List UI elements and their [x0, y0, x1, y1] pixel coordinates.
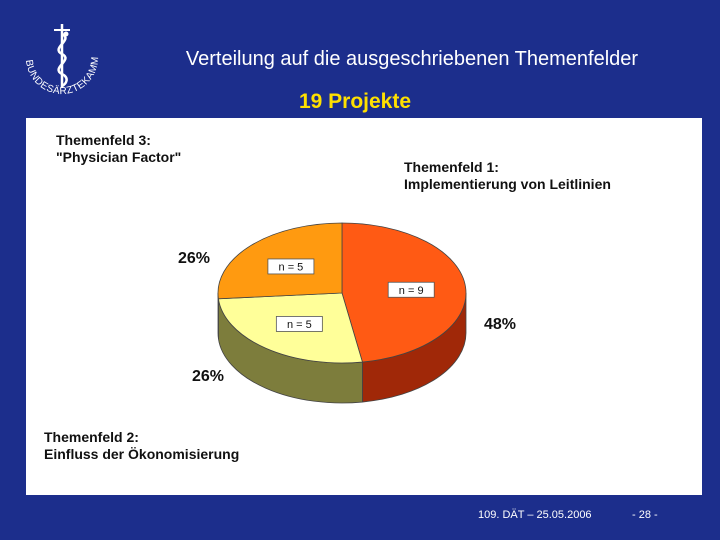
footer-date: 109. DÄT – 25.05.2006	[478, 509, 592, 521]
count-box-themenfeld-1	[387, 281, 435, 298]
bundesaerztekammer-logo: BUNDESÄRZTEKAMMER	[10, 6, 110, 110]
percent-label-themenfeld-3: 26%	[178, 250, 211, 267]
count-label-themenfeld-3: n = 5	[279, 261, 304, 273]
svg-text:BUNDESÄRZTEKAMMER: BUNDESÄRZTEKAMMER	[14, 14, 101, 97]
legend-label-themenfeld-3: Themenfeld 3: "Physician Factor"	[56, 132, 182, 165]
legend-label-themenfeld-2: Themenfeld 2: Einfluss der Ökonomisierun…	[44, 429, 240, 462]
percent-label-themenfeld-1: 48%	[484, 316, 517, 333]
legend-label-themenfeld-1: Themenfeld 1: Implementierung von Leitli…	[404, 159, 611, 192]
count-box-themenfeld-2	[275, 316, 323, 332]
count-box-themenfeld-3	[267, 258, 315, 275]
slide-subtitle: 19 Projekte	[298, 90, 412, 113]
count-label-themenfeld-2: n = 5	[287, 319, 312, 331]
count-label-themenfeld-1: n = 9	[399, 285, 424, 297]
percent-label-themenfeld-2: 26%	[192, 368, 225, 385]
slide-title: Verteilung auf die ausgeschriebenen Them…	[185, 48, 639, 70]
pie-chart: n = 9 n = 5 n = 5	[217, 222, 467, 404]
footer-page-number: - 28 -	[632, 509, 658, 521]
chart-panel: n = 9 n = 5 n = 5 Themenfeld 3: "Physician…	[26, 118, 702, 495]
